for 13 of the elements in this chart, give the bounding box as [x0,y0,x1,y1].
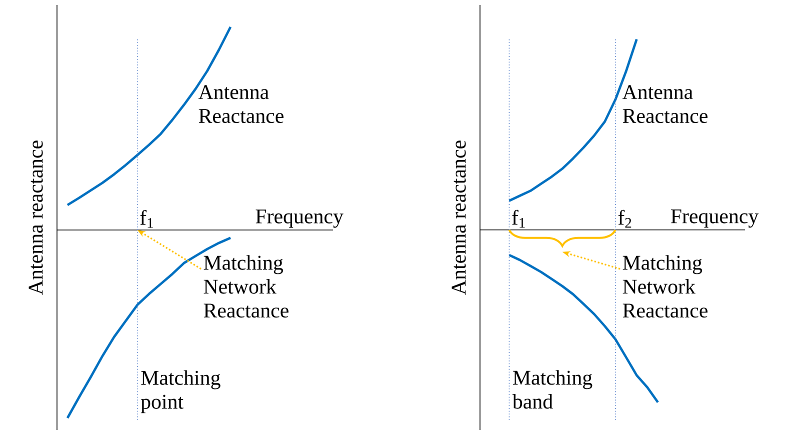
x-axis-title: Frequency [256,210,344,228]
y-axis-title: Antenna reactance [28,140,43,295]
annotation: f$_{2}$ [618,210,632,228]
annotation: f$_{1}$ [512,210,525,228]
y-axis-title: Antenna reactance [452,140,466,295]
annotation: f$_{1}$ [140,210,153,228]
annotation: Matching band [512,370,592,409]
annotation: Matching point [140,370,220,414]
annotation: Matching Network Reactance [622,255,708,318]
x-axis-title: Frequency [670,209,759,228]
annotation: Matching Network Reactance [204,255,288,318]
annotation: Antenna Reactance [622,85,708,124]
annotation: Antenna Reactance [198,85,284,124]
